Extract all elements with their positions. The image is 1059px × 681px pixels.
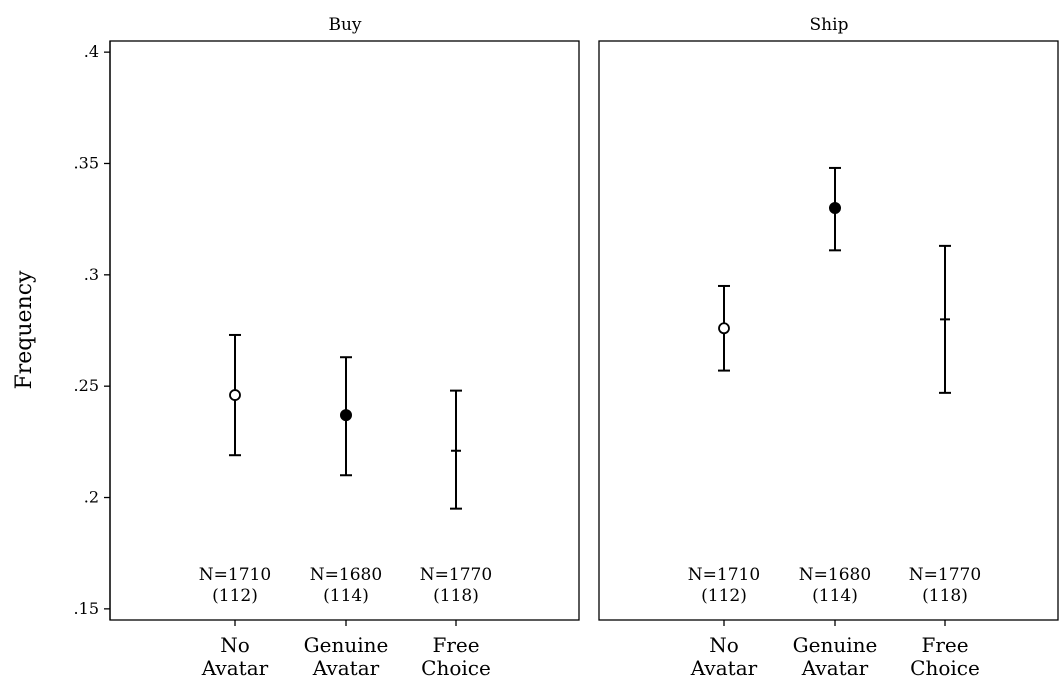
n-annotation: N=1770 (909, 565, 981, 585)
y-tick-label: .15 (74, 599, 99, 618)
panel-title: Buy (328, 15, 361, 35)
y-axis: .15 .2 .25 .3 .35 .4 (74, 41, 111, 620)
x-tick-label: Choice (421, 656, 491, 680)
panel-frame (109, 40, 580, 621)
n-subannotation: (118) (922, 586, 968, 606)
x-tick-label: No (220, 633, 250, 657)
y-tick-label: .25 (74, 376, 99, 395)
y-tick-label: .2 (84, 488, 99, 507)
n-annotation: N=1710 (688, 565, 760, 585)
n-subannotation: (114) (323, 586, 369, 606)
x-tick-label: Avatar (690, 656, 758, 680)
x-tick-label: Avatar (201, 656, 269, 680)
data-point (340, 409, 352, 422)
panel-title: Ship (810, 15, 849, 35)
data-point (229, 389, 241, 401)
y-axis-title: Frequency (12, 270, 37, 390)
plot-area: .15.2.25.3.35.4BuyNoAvatarN=1710(112)Gen… (74, 15, 1059, 680)
n-subannotation: (118) (433, 586, 479, 606)
y-tick-label: .3 (84, 265, 99, 284)
n-subannotation: (112) (701, 586, 747, 606)
data-point (829, 202, 841, 215)
panel-frame (598, 40, 1059, 621)
x-tick-label: No (709, 633, 739, 657)
x-tick-label: Free (432, 633, 479, 657)
n-subannotation: (112) (212, 586, 258, 606)
x-tick-label: Choice (910, 656, 980, 680)
n-subannotation: (114) (812, 586, 858, 606)
n-annotation: N=1680 (310, 565, 382, 585)
x-tick-label: Avatar (312, 656, 380, 680)
y-tick-label: .35 (74, 153, 99, 172)
y-tick-label: .4 (84, 42, 99, 61)
panel-ship: ShipNoAvatarN=1710(112)GenuineAvatarN=16… (598, 15, 1059, 680)
n-annotation: N=1770 (420, 565, 492, 585)
panel-buy: BuyNoAvatarN=1710(112)GenuineAvatarN=168… (109, 15, 580, 680)
n-annotation: N=1680 (799, 565, 871, 585)
data-point (718, 322, 730, 335)
x-tick-label: Genuine (793, 633, 878, 657)
x-tick-label: Free (921, 633, 968, 657)
x-tick-label: Avatar (801, 656, 869, 680)
x-tick-label: Genuine (304, 633, 389, 657)
n-annotation: N=1710 (199, 565, 271, 585)
